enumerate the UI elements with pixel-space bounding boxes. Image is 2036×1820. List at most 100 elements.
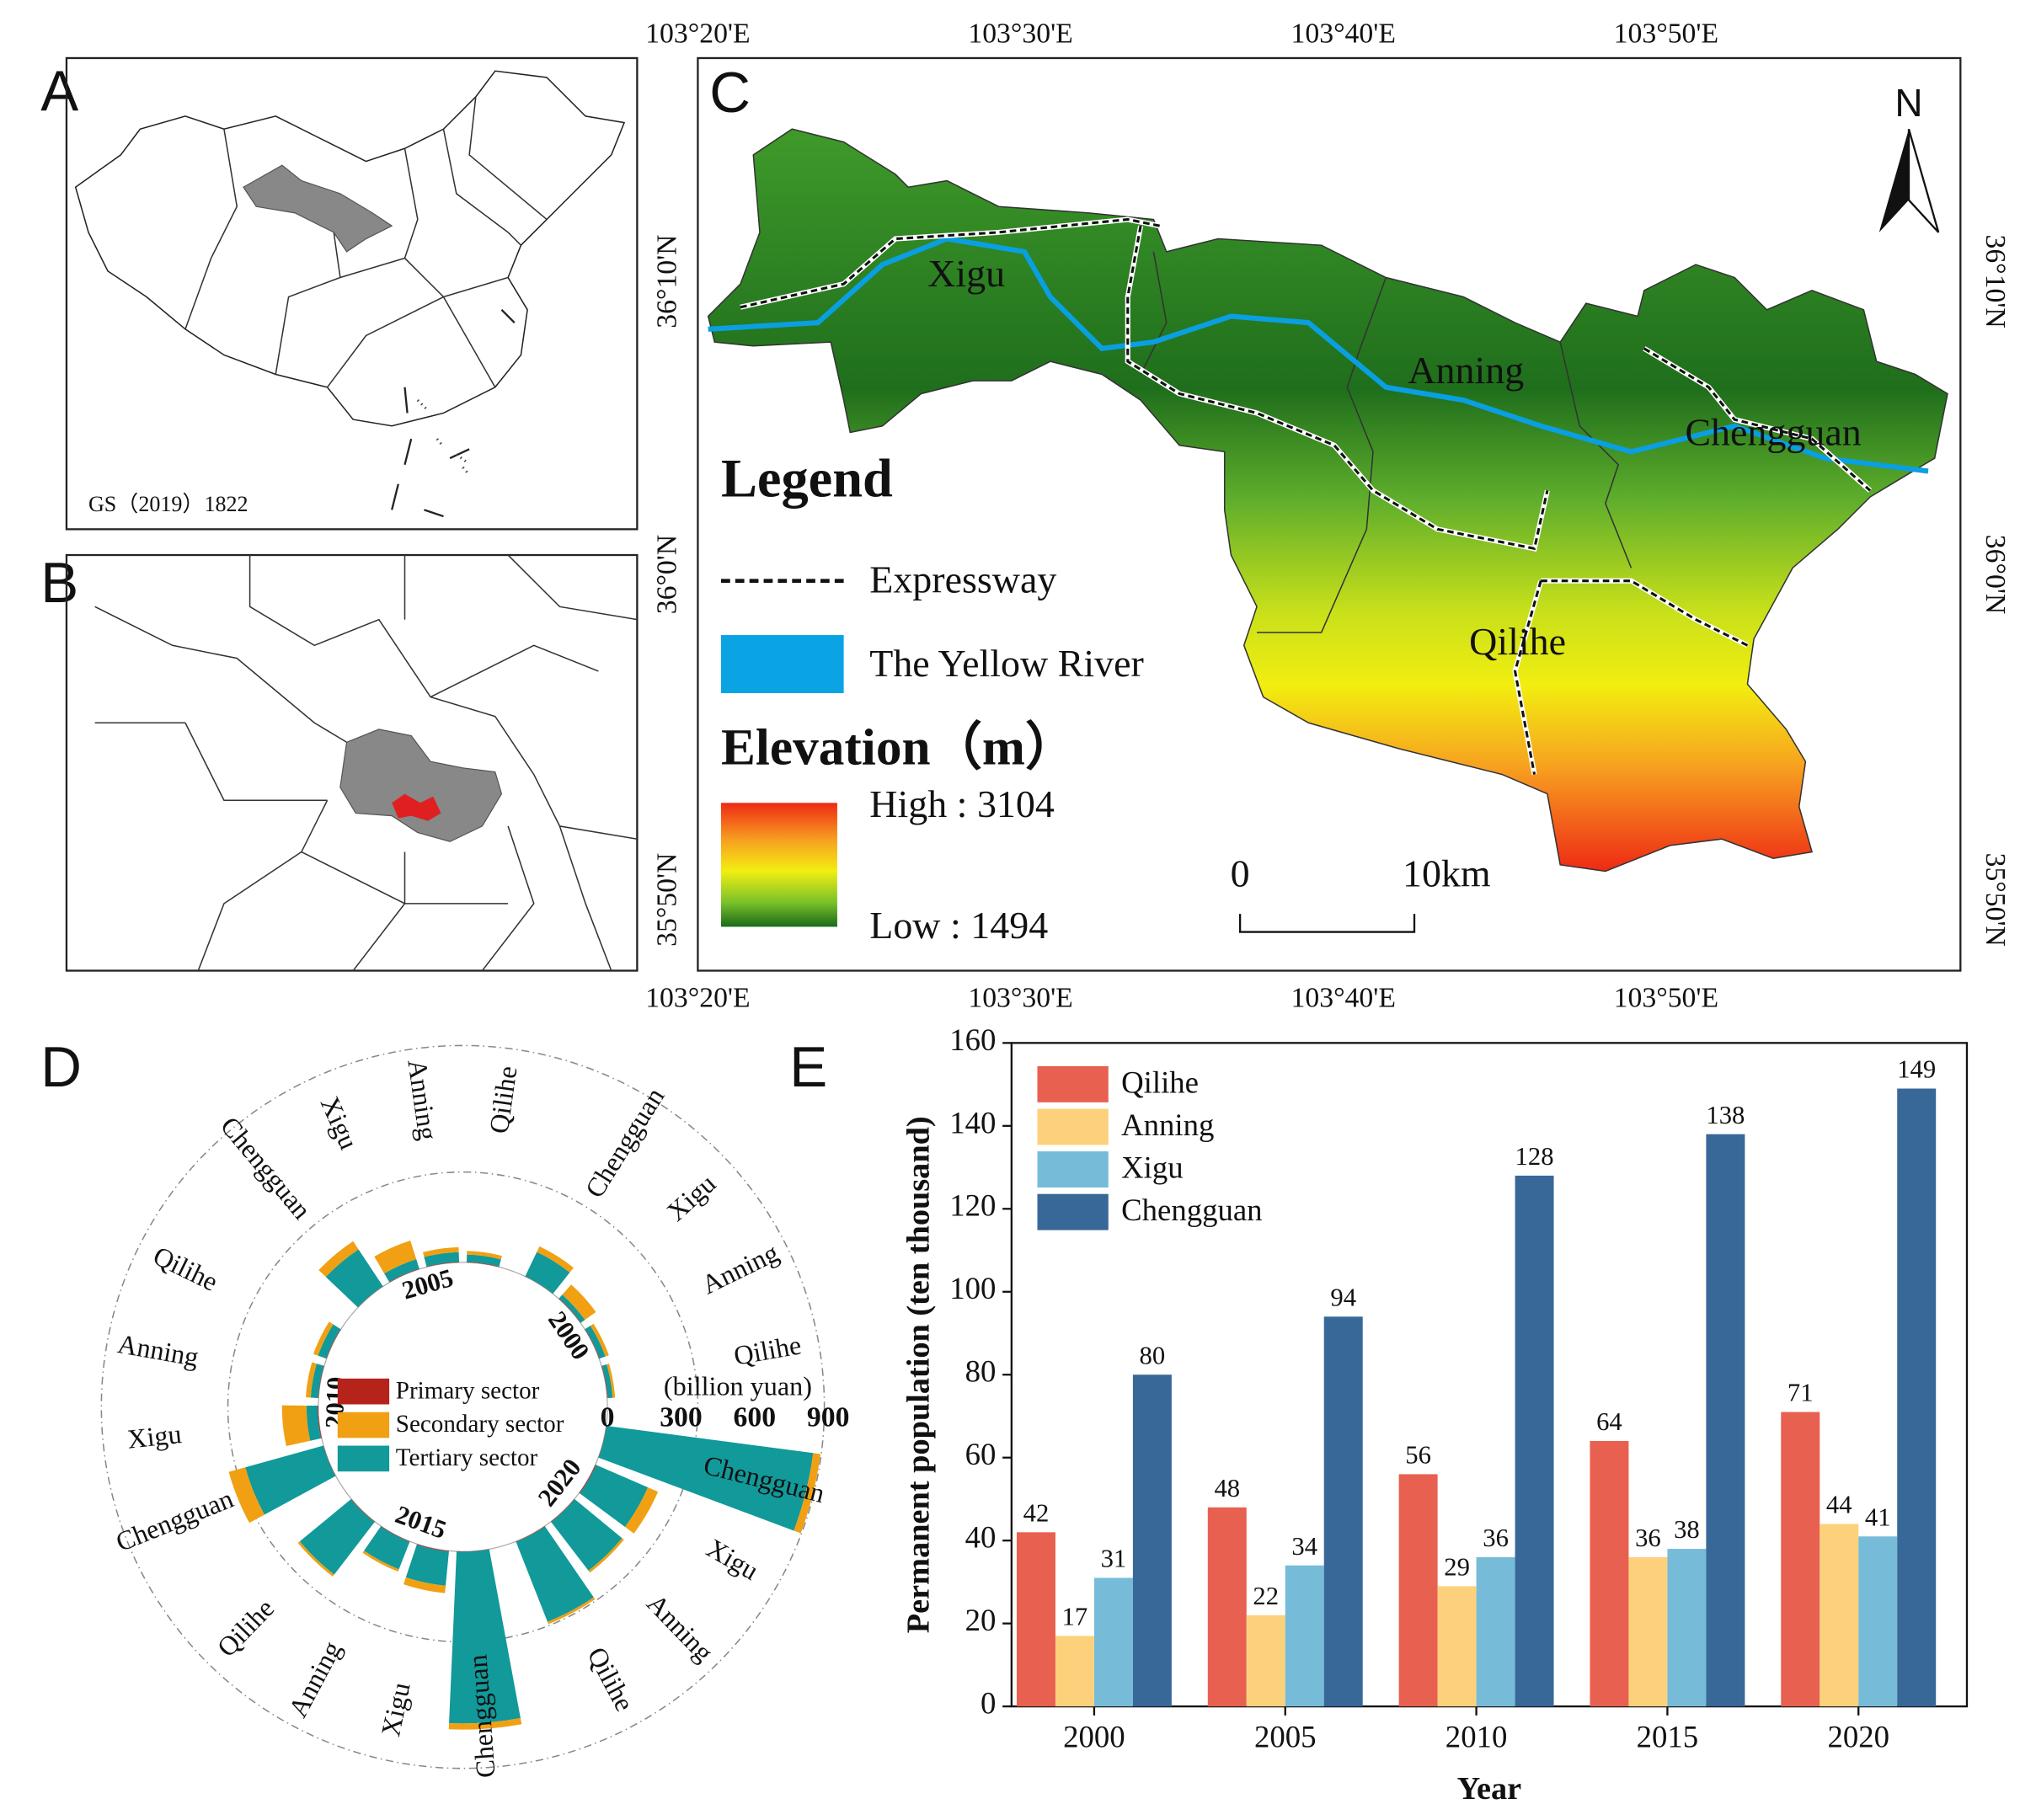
legend-swatch <box>1037 1193 1109 1230</box>
sector-bar <box>456 1549 489 1552</box>
sector-bar <box>449 1549 521 1724</box>
bar <box>1781 1412 1820 1707</box>
sector-bar <box>326 1329 341 1359</box>
x-tick-label: 2010 <box>1446 1719 1508 1753</box>
bar <box>1706 1134 1745 1707</box>
sector-bar <box>416 1544 450 1552</box>
bar <box>1285 1565 1324 1707</box>
value-label: 71 <box>1788 1379 1814 1407</box>
value-label: 29 <box>1444 1552 1470 1581</box>
sector-bar <box>598 1426 814 1531</box>
sector-bar <box>562 1284 596 1321</box>
district-boundaries <box>1140 251 1633 633</box>
bar <box>1476 1556 1515 1707</box>
value-label: 94 <box>1330 1283 1356 1311</box>
sector-bar <box>558 1294 585 1323</box>
bar <box>1207 1507 1247 1707</box>
map-frame <box>65 553 639 972</box>
bar <box>1055 1636 1094 1707</box>
r-tick-label: 300 <box>660 1402 703 1433</box>
elevation-title: Elevation（m） <box>721 719 1077 777</box>
y-tick-label: 60 <box>965 1437 997 1471</box>
category-label: Qilihe <box>731 1329 803 1370</box>
value-label: 34 <box>1291 1532 1317 1561</box>
scale-bar <box>1238 914 1416 933</box>
y-tick-label: 120 <box>949 1188 996 1223</box>
legend-label: Secondary sector <box>396 1411 564 1438</box>
base-ring <box>318 1262 608 1552</box>
scale-label: 0 <box>1231 852 1250 895</box>
category-label: Xigu <box>702 1533 764 1586</box>
lon-tick-label: 103°20'E <box>645 19 750 50</box>
sector-bar <box>426 1262 459 1268</box>
category-label: Xigu <box>375 1679 416 1738</box>
unit-label: (billion yuan) <box>664 1370 812 1401</box>
lat-tick-label: 36°10'N <box>1980 234 2011 328</box>
sector-bar <box>607 1364 616 1398</box>
sector-bar <box>588 1538 624 1573</box>
sector-bar <box>624 1487 659 1534</box>
legend-label: Qilihe <box>1121 1065 1199 1099</box>
lanzhou-area <box>392 793 441 821</box>
sector-bar <box>405 1545 449 1586</box>
legend-swatch <box>337 1445 390 1472</box>
bar <box>1897 1088 1937 1707</box>
x-tick-label: 2020 <box>1827 1719 1889 1753</box>
elevation-high: High : 3104 <box>869 782 1055 825</box>
value-label: 36 <box>1483 1524 1509 1552</box>
value-label: 149 <box>1897 1055 1936 1084</box>
map-frame <box>65 56 639 531</box>
sector-bar <box>380 1526 410 1542</box>
value-label: 80 <box>1140 1341 1166 1369</box>
category-label: Anning <box>115 1328 200 1372</box>
x-tick-label: 2005 <box>1254 1719 1317 1753</box>
sector-bar <box>551 1499 623 1571</box>
category-label: Qilihe <box>484 1064 523 1135</box>
lon-tick-label: 103°50'E <box>1614 983 1718 1014</box>
value-label: 22 <box>1253 1582 1279 1610</box>
sector-bar <box>466 1262 500 1268</box>
category-label: Anning <box>641 1588 719 1667</box>
place-label: Qilihe <box>1469 620 1566 663</box>
sector-bar <box>374 1240 417 1274</box>
north-arrow <box>1907 128 1940 233</box>
value-label: 48 <box>1214 1474 1240 1502</box>
value-label: 64 <box>1596 1407 1622 1436</box>
sector-bar <box>299 1499 375 1575</box>
lat-tick-label: 36°0'N <box>651 535 682 614</box>
legend-swatch <box>1037 1065 1109 1102</box>
sector-bar <box>306 1362 317 1398</box>
legend-label: Xigu <box>1121 1150 1184 1185</box>
value-label: 36 <box>1635 1524 1661 1552</box>
legend-swatch <box>1037 1151 1109 1188</box>
sector-bar <box>466 1254 501 1267</box>
map-note: GS（2019）1822 <box>88 492 248 516</box>
expressways <box>740 216 1873 776</box>
sector-bar <box>325 1249 383 1308</box>
sector-bar <box>318 1241 359 1278</box>
bar <box>1858 1536 1898 1707</box>
bar <box>1398 1474 1438 1707</box>
r-tick-label: 900 <box>807 1402 850 1433</box>
category-label: Anning <box>402 1058 443 1143</box>
sector-bar <box>422 1246 459 1257</box>
sector-bar <box>313 1321 334 1356</box>
panel-label: A <box>40 60 78 123</box>
category-label: Anning <box>282 1636 347 1722</box>
study-area <box>707 128 1948 873</box>
category-label: Qilihe <box>211 1593 280 1663</box>
x-axis-title: Year <box>1457 1771 1522 1807</box>
lat-tick-label: 36°0'N <box>1980 535 2011 614</box>
sector-bar <box>590 1323 609 1357</box>
elevation-low: Low : 1494 <box>869 904 1048 947</box>
bar <box>1590 1441 1629 1707</box>
north-arrow <box>1878 129 1910 232</box>
panel-label: C <box>709 61 751 125</box>
value-label: 41 <box>1865 1502 1891 1531</box>
sector-bar <box>525 1252 570 1294</box>
sector-bar <box>318 1324 341 1359</box>
sector-bar <box>306 1405 322 1441</box>
bar <box>1628 1556 1668 1707</box>
sector-bar <box>547 1597 596 1625</box>
place-label: Anning <box>1408 349 1524 392</box>
